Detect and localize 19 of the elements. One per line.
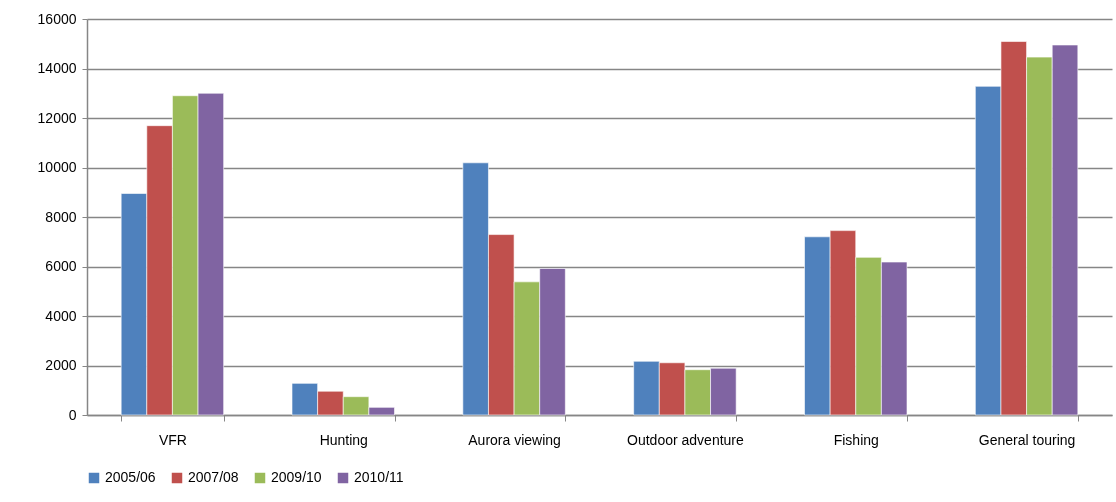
legend-label: 2010/11 <box>354 469 404 485</box>
y-tick-label: 8000 <box>45 208 77 225</box>
x-tick-label: Hunting <box>319 431 368 448</box>
y-tick-label: 0 <box>68 406 77 423</box>
x-tick-label: Outdoor adventure <box>627 431 744 448</box>
y-tick-label: 16000 <box>37 10 77 27</box>
y-tick-label: 4000 <box>45 307 77 324</box>
x-tick-label: VFR <box>158 431 187 448</box>
x-tick-label: Aurora viewing <box>468 431 561 448</box>
x-tick-label: General touring <box>978 431 1076 448</box>
legend-label: 2005/06 <box>105 469 156 485</box>
y-tick-label: 6000 <box>45 258 77 274</box>
legend-label: 2007/08 <box>188 469 239 485</box>
y-tick-label: 2000 <box>45 357 77 373</box>
y-tick-label: 10000 <box>37 159 77 175</box>
legend-label: 2009/10 <box>271 469 322 485</box>
y-tick-label: 12000 <box>37 109 77 126</box>
y-tick-label: 14000 <box>37 60 77 76</box>
x-tick-label: Fishing <box>833 431 879 448</box>
